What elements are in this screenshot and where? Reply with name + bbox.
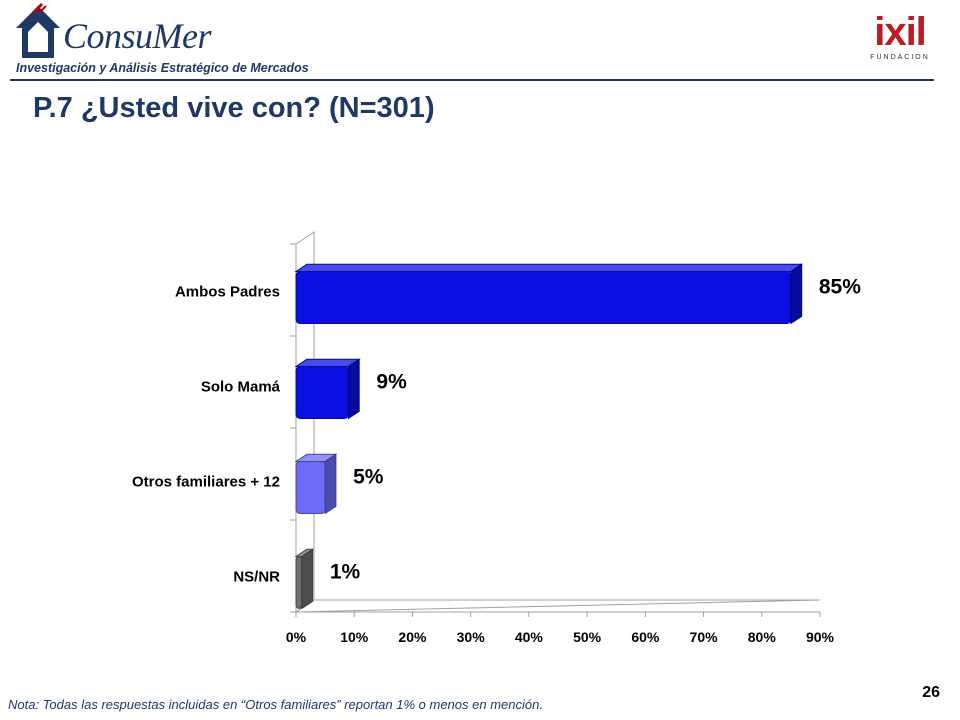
bar-side [324, 453, 337, 515]
bar-side [301, 548, 314, 610]
x-tick-label: 0% [286, 629, 307, 645]
bar-side [347, 358, 360, 420]
header-divider [10, 79, 934, 81]
bar-front [295, 461, 326, 514]
x-tick-label: 80% [748, 629, 777, 645]
x-tick-label: 70% [690, 629, 719, 645]
bar-3 [294, 453, 338, 515]
bar-front [295, 366, 349, 419]
category-label: Solo Mamá [201, 379, 281, 396]
x-tick-label: 60% [631, 629, 660, 645]
data-label: 1% [330, 561, 361, 584]
x-tick-label: 20% [398, 629, 427, 645]
footnote: Nota: Todas las respuestas incluidas en … [8, 697, 543, 712]
ixil-logo-subtitle: FUNDACIÓN [870, 54, 930, 61]
bar-4 [294, 548, 315, 610]
category-label: Ambos Padres [175, 284, 280, 301]
x-tick-label: 90% [806, 629, 835, 645]
bar-front [295, 556, 303, 609]
x-tick-label: 40% [515, 629, 544, 645]
data-label: 5% [353, 466, 384, 489]
chart-bars [294, 263, 804, 610]
ixil-logo: ixil FUNDACIÓN [860, 10, 940, 72]
chart-floor [294, 599, 821, 613]
consumer-logo: ConsuMer Investigación y Análisis Estrat… [8, 0, 309, 80]
bar-side [790, 263, 803, 325]
chart-data-labels: 85% 9% 5% 1% [330, 276, 861, 584]
category-label: Otros familiares + 12 [132, 474, 280, 491]
page-number: 26 [922, 684, 940, 701]
data-label: 85% [819, 276, 861, 299]
bar-top [294, 263, 804, 272]
bar-1 [294, 263, 804, 325]
ixil-logo-word: ixil [874, 10, 927, 54]
brand-tagline: Investigación y Análisis Estratégico de … [16, 61, 309, 75]
x-tick-label: 30% [457, 629, 486, 645]
chart-tick-labels: 0% 10% 20% 30% 40% 50% 60% 70% 80% 90% [286, 629, 835, 645]
brand-name: ConsuMer [63, 16, 212, 56]
page-title: P.7 ¿Usted vive con? (N=301) [33, 92, 435, 124]
category-label: NS/NR [233, 569, 280, 586]
x-tick-label: 50% [573, 629, 602, 645]
chart-category-labels: Ambos Padres Solo Mamá Otros familiares + … [132, 284, 281, 586]
house-logo-icon [16, 2, 60, 58]
data-label: 9% [376, 371, 407, 394]
bar-front [295, 271, 792, 324]
bar-2 [294, 358, 361, 420]
x-tick-label: 10% [340, 629, 369, 645]
